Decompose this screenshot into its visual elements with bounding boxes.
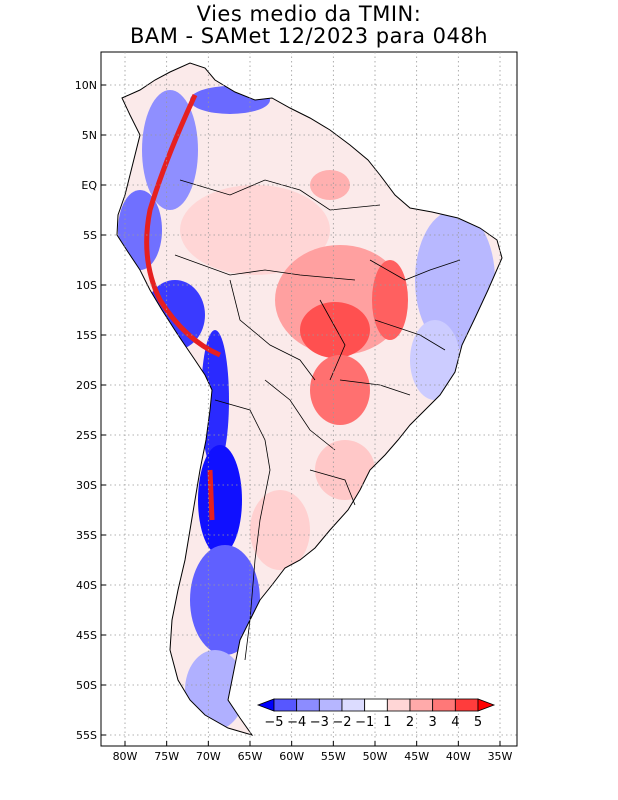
- lat-tick-label: 25S: [76, 429, 97, 442]
- bias-region-eastern-red: [372, 260, 408, 340]
- colorbar-label: −2: [332, 715, 351, 730]
- bias-region-south-pink: [315, 440, 375, 500]
- border-peru-brazil: [174, 254, 356, 281]
- colorbar-label: −1: [355, 715, 374, 730]
- colorbar-label: 5: [474, 715, 482, 730]
- colorbar-segment: [409, 698, 434, 712]
- lat-tick-label: 10N: [75, 79, 97, 92]
- lon-axis: 80W 75W 70W 65W 60W 55W 50W 45W 40W 35W: [113, 741, 513, 763]
- border-brazil-states-b: [369, 259, 461, 281]
- lon-tick-label: 60W: [279, 750, 304, 763]
- lon-tick-label: 75W: [154, 750, 179, 763]
- map-title-line2: BAM - SAMet 12/2023 para 048h: [129, 24, 489, 48]
- colorbar-label: −4: [287, 715, 306, 730]
- map-title-line1: Vies medio da TMIN:: [196, 2, 422, 26]
- lon-tick-label: 40W: [446, 750, 471, 763]
- lat-tick-label: 5N: [82, 129, 97, 142]
- lat-axis: 10N 5N EQ 5S 10S 15S 20S 25S 30S 35S 40S 45S 50S 55S: [75, 79, 106, 742]
- colorbar-segment: [364, 698, 388, 712]
- colorbar-segment: [432, 698, 456, 712]
- colorbar-label: 2: [406, 715, 414, 730]
- lat-tick-label: 10S: [76, 279, 97, 292]
- colorbar-label: −3: [310, 715, 329, 730]
- colorbar-arrow-high: [477, 698, 496, 712]
- bias-andes-red-ridge-south: [207, 469, 215, 521]
- colorbar-label: −5: [264, 715, 283, 730]
- lon-tick-label: 45W: [404, 750, 429, 763]
- colorbar-segment: [341, 698, 366, 712]
- bias-region-north-amazon-pink: [310, 170, 350, 200]
- colorbar-segment: [318, 698, 343, 712]
- lat-tick-label: EQ: [81, 179, 97, 192]
- bias-region-amazon-pink: [180, 185, 330, 275]
- bias-region-northeast-blue: [415, 210, 495, 350]
- colorbar-label: 4: [451, 715, 459, 730]
- lon-tick-label: 80W: [113, 750, 138, 763]
- colorbar: −5 −4 −3 −2 −1 1 2 3 4 5: [256, 698, 496, 730]
- lon-tick-label: 35W: [488, 750, 513, 763]
- colorbar-segment: [296, 698, 320, 712]
- lat-tick-label: 50S: [76, 679, 97, 692]
- border-bolivia: [229, 279, 316, 381]
- map-grid: [101, 52, 517, 746]
- lat-tick-label: 40S: [76, 579, 97, 592]
- bias-region-central-hot-core: [300, 302, 370, 358]
- lat-tick-label: 5S: [83, 229, 97, 242]
- lat-tick-label: 20S: [76, 379, 97, 392]
- colorbar-label: 3: [429, 715, 437, 730]
- coastline: [116, 62, 503, 736]
- lat-tick-label: 55S: [76, 729, 97, 742]
- colorbar-segment: [386, 698, 411, 712]
- lon-tick-label: 50W: [363, 750, 388, 763]
- border-uruguay: [309, 469, 356, 506]
- lat-tick-label: 45S: [76, 629, 97, 642]
- lon-tick-label: 55W: [321, 750, 346, 763]
- bias-region-patagonia-blue: [190, 545, 260, 655]
- border-chile-argentina: [214, 399, 271, 661]
- colorbar-label: 1: [383, 715, 391, 730]
- lon-tick-label: 65W: [238, 750, 263, 763]
- border-paraguay: [264, 379, 336, 451]
- border-brazil-states-a: [319, 299, 346, 381]
- lat-tick-label: 35S: [76, 529, 97, 542]
- colorbar-segment: [273, 698, 298, 712]
- bias-region-pampas-pink: [250, 490, 310, 570]
- lat-tick-label: 15S: [76, 329, 97, 342]
- bias-andes-red-ridge: [144, 93, 221, 358]
- lat-tick-label: 30S: [76, 479, 97, 492]
- colorbar-segment: [454, 698, 479, 712]
- bias-region-chile-blue: [198, 445, 242, 555]
- bias-region-east-coast-blue: [410, 320, 460, 400]
- border-brazil-states-c: [374, 319, 446, 351]
- lon-tick-label: 70W: [196, 750, 221, 763]
- bias-region-south-central-red: [310, 355, 370, 425]
